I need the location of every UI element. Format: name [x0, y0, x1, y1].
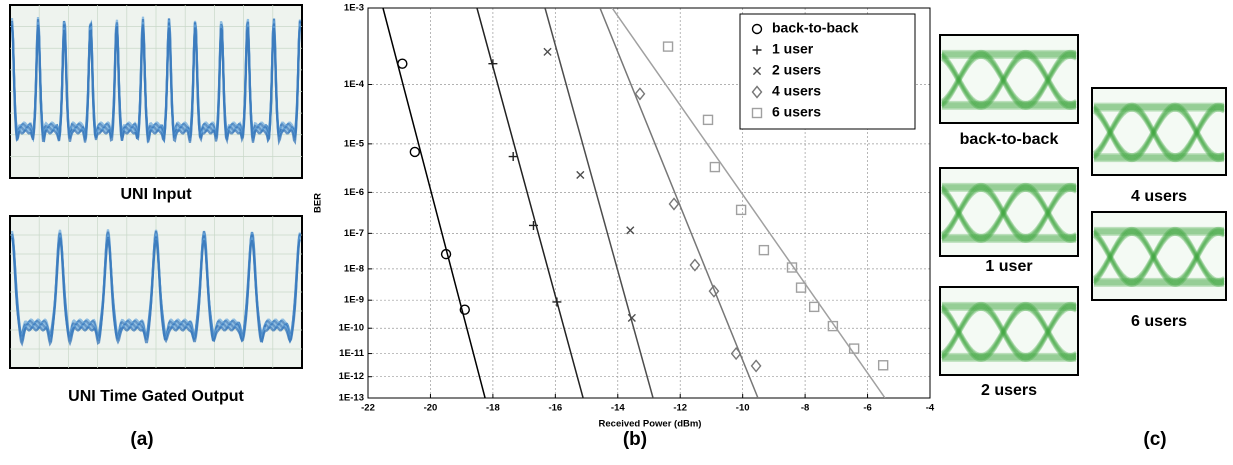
- caption: 1 user: [985, 258, 1032, 275]
- panel-label: (b): [623, 429, 647, 450]
- legend-label: 4 users: [772, 83, 821, 99]
- x-tick-label: -8: [801, 403, 809, 414]
- x-tick-label: -4: [926, 403, 935, 414]
- legend-label: 1 user: [772, 41, 814, 57]
- legend-label: 6 users: [772, 104, 821, 120]
- y-tick-label: 1E-5: [344, 138, 365, 149]
- y-tick-label: 1E-3: [344, 3, 364, 14]
- caption: back-to-back: [960, 131, 1059, 148]
- legend-label: back-to-back: [772, 20, 859, 36]
- caption: 6 users: [1131, 313, 1187, 330]
- caption: UNI Time Gated Output: [68, 388, 244, 405]
- caption: 4 users: [1131, 188, 1187, 205]
- x-tick-label: -6: [863, 403, 871, 414]
- x-tick-label: -22: [361, 403, 375, 414]
- x-tick-label: -10: [736, 403, 750, 414]
- panel-label: (a): [130, 429, 153, 450]
- y-tick-label: 1E-9: [344, 295, 364, 306]
- x-tick-label: -14: [611, 403, 625, 414]
- y-tick-label: 1E-13: [339, 393, 364, 404]
- y-tick-label: 1E-12: [339, 371, 364, 382]
- x-tick-label: -18: [486, 403, 500, 414]
- y-tick-label: 1E-4: [344, 79, 365, 90]
- caption: 2 users: [981, 382, 1037, 399]
- x-tick-label: -16: [548, 403, 562, 414]
- page: {"panel_a": {"captions": ["UNI Input", "…: [0, 0, 1233, 465]
- x-tick-label: -12: [673, 403, 687, 414]
- x-axis-label: Received Power (dBm): [599, 419, 702, 430]
- legend-label: 2 users: [772, 62, 821, 78]
- y-tick-label: 1E-6: [344, 187, 364, 198]
- y-tick-label: 1E-8: [344, 263, 364, 274]
- panel-label: (c): [1143, 429, 1166, 450]
- figure: UNI Input UNI Time Gated Output (a) (b) …: [0, 0, 1233, 465]
- y-tick-label: 1E-7: [344, 228, 364, 239]
- y-axis-label: BER: [313, 193, 324, 213]
- y-tick-label: 1E-11: [339, 348, 365, 359]
- caption: UNI Input: [120, 186, 192, 203]
- y-tick-label: 1E-10: [339, 323, 364, 334]
- x-tick-label: -20: [424, 403, 438, 414]
